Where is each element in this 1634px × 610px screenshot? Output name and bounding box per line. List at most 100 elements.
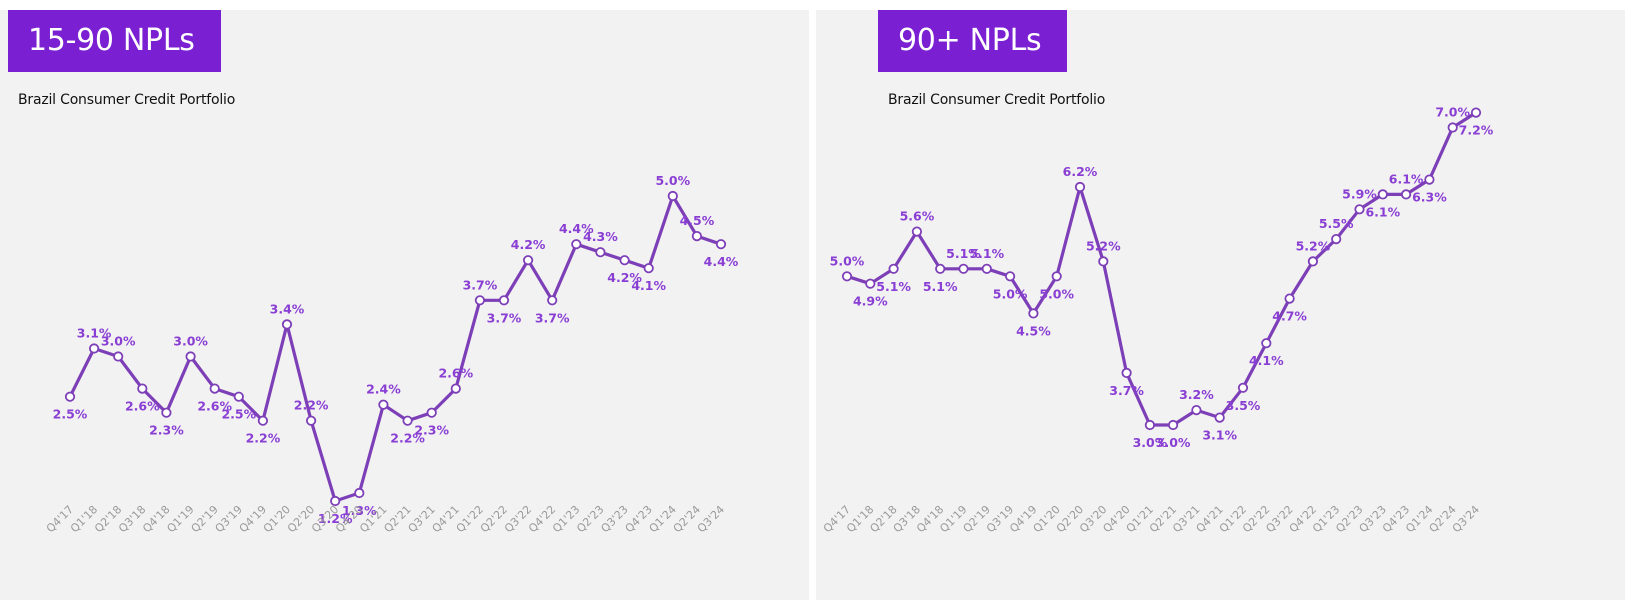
data-label: 4.5% bbox=[1016, 323, 1051, 338]
data-label: 7.2% bbox=[1459, 123, 1494, 138]
data-point bbox=[330, 495, 341, 507]
data-label: 3.2% bbox=[1179, 387, 1214, 402]
data-label: 3.7% bbox=[1109, 383, 1144, 398]
data-label: 5.5% bbox=[1319, 216, 1354, 231]
data-point bbox=[1214, 412, 1225, 423]
data-point bbox=[305, 415, 317, 426]
data-point bbox=[595, 247, 606, 258]
data-point bbox=[89, 343, 100, 354]
data-point bbox=[474, 295, 485, 306]
data-point bbox=[981, 263, 992, 274]
data-point bbox=[1121, 367, 1132, 378]
data-label: 4.1% bbox=[1249, 353, 1284, 368]
data-point bbox=[450, 383, 461, 394]
line-chart-90-plus: 5.0%Q4'174.9%Q1'185.1%Q2'185.6%Q3'185.1%… bbox=[821, 105, 1494, 536]
data-point bbox=[378, 399, 389, 410]
data-point bbox=[185, 351, 196, 362]
data-label: 3.1% bbox=[77, 326, 112, 341]
data-label: 3.0% bbox=[101, 334, 136, 349]
data-label: 5.0% bbox=[1039, 286, 1074, 301]
data-point bbox=[1470, 107, 1482, 118]
chart-title: 15-90 NPLs bbox=[8, 10, 221, 72]
data-label: 6.1% bbox=[1389, 171, 1424, 186]
data-point bbox=[1144, 419, 1155, 431]
data-label: 6.3% bbox=[1412, 190, 1447, 205]
data-label: 5.1% bbox=[946, 246, 981, 261]
data-label: 5.2% bbox=[1086, 238, 1121, 253]
x-tick-label: Q3'24 bbox=[1450, 503, 1482, 535]
data-point bbox=[1237, 382, 1249, 393]
series-line bbox=[68, 194, 723, 503]
data-label: 3.0% bbox=[1156, 435, 1191, 450]
data-label: 5.0% bbox=[655, 173, 690, 188]
data-label: 5.0% bbox=[830, 253, 865, 268]
data-label: 3.5% bbox=[1226, 398, 1261, 413]
data-label: 4.7% bbox=[1272, 309, 1307, 324]
data-label: 1.3% bbox=[342, 503, 377, 518]
data-label: 2.6% bbox=[125, 399, 160, 414]
line-chart-15-90: 2.5%Q4'173.1%Q1'183.0%Q2'182.6%Q3'182.3%… bbox=[44, 173, 739, 535]
data-label: 5.1% bbox=[923, 279, 958, 294]
data-label: 6.2% bbox=[1063, 164, 1098, 179]
data-label: 3.7% bbox=[535, 310, 570, 325]
data-label: 5.2% bbox=[1296, 238, 1331, 253]
data-point bbox=[1191, 404, 1202, 416]
data-point bbox=[522, 255, 534, 266]
data-point bbox=[137, 383, 148, 394]
data-point bbox=[571, 239, 582, 250]
data-point bbox=[1028, 308, 1039, 319]
data-label: 5.6% bbox=[900, 209, 935, 224]
data-point bbox=[1447, 122, 1458, 133]
data-point bbox=[619, 255, 630, 266]
data-point bbox=[1307, 256, 1318, 267]
data-point bbox=[841, 271, 853, 282]
data-point bbox=[354, 487, 365, 499]
data-point bbox=[935, 263, 946, 274]
data-label: 2.4% bbox=[366, 382, 401, 397]
data-label: 2.2% bbox=[390, 431, 425, 446]
data-label: 2.2% bbox=[246, 431, 281, 446]
series-line bbox=[845, 110, 1478, 427]
data-label: 3.0% bbox=[173, 334, 208, 349]
data-point bbox=[1167, 419, 1179, 431]
data-label: 5.9% bbox=[1342, 186, 1377, 201]
data-label: 4.9% bbox=[853, 294, 888, 309]
x-tick-label: Q3'24 bbox=[695, 503, 727, 535]
data-label: 2.6% bbox=[438, 366, 473, 381]
data-label: 3.4% bbox=[270, 301, 305, 316]
data-point bbox=[1284, 293, 1295, 304]
chart-subtitle: Brazil Consumer Credit Portfolio bbox=[888, 92, 1106, 108]
data-point bbox=[1074, 181, 1086, 193]
data-point bbox=[233, 391, 244, 402]
data-label: 3.7% bbox=[463, 277, 498, 292]
data-label: 4.4% bbox=[559, 221, 594, 236]
data-label: 4.4% bbox=[704, 254, 739, 269]
data-label: 2.5% bbox=[221, 407, 256, 422]
data-label: 4.2% bbox=[607, 270, 642, 285]
data-point bbox=[498, 295, 510, 306]
data-label: 5.0% bbox=[993, 286, 1028, 301]
data-point bbox=[1377, 189, 1388, 200]
data-point bbox=[1400, 189, 1412, 200]
data-point bbox=[64, 391, 76, 402]
data-label: 2.2% bbox=[294, 398, 329, 413]
data-point bbox=[209, 383, 220, 394]
data-point bbox=[402, 415, 413, 426]
chart-title: 90+ NPLs bbox=[878, 10, 1068, 72]
data-point bbox=[888, 263, 899, 274]
data-label: 2.5% bbox=[53, 407, 88, 422]
data-point bbox=[257, 415, 268, 426]
data-point bbox=[667, 190, 678, 202]
data-label: 7.0% bbox=[1435, 105, 1470, 120]
data-label: 4.5% bbox=[680, 213, 715, 228]
data-point bbox=[161, 407, 172, 418]
data-point bbox=[1005, 271, 1016, 282]
chart-panel-15-90: 15-90 NPLs Brazil Consumer Credit Portfo… bbox=[0, 10, 809, 600]
data-point bbox=[1051, 271, 1062, 282]
data-label: 5.1% bbox=[876, 279, 911, 294]
data-point bbox=[643, 263, 654, 274]
data-label: 5.1% bbox=[969, 246, 1004, 261]
data-label: 4.2% bbox=[511, 237, 546, 252]
data-label: 2.6% bbox=[197, 399, 232, 414]
